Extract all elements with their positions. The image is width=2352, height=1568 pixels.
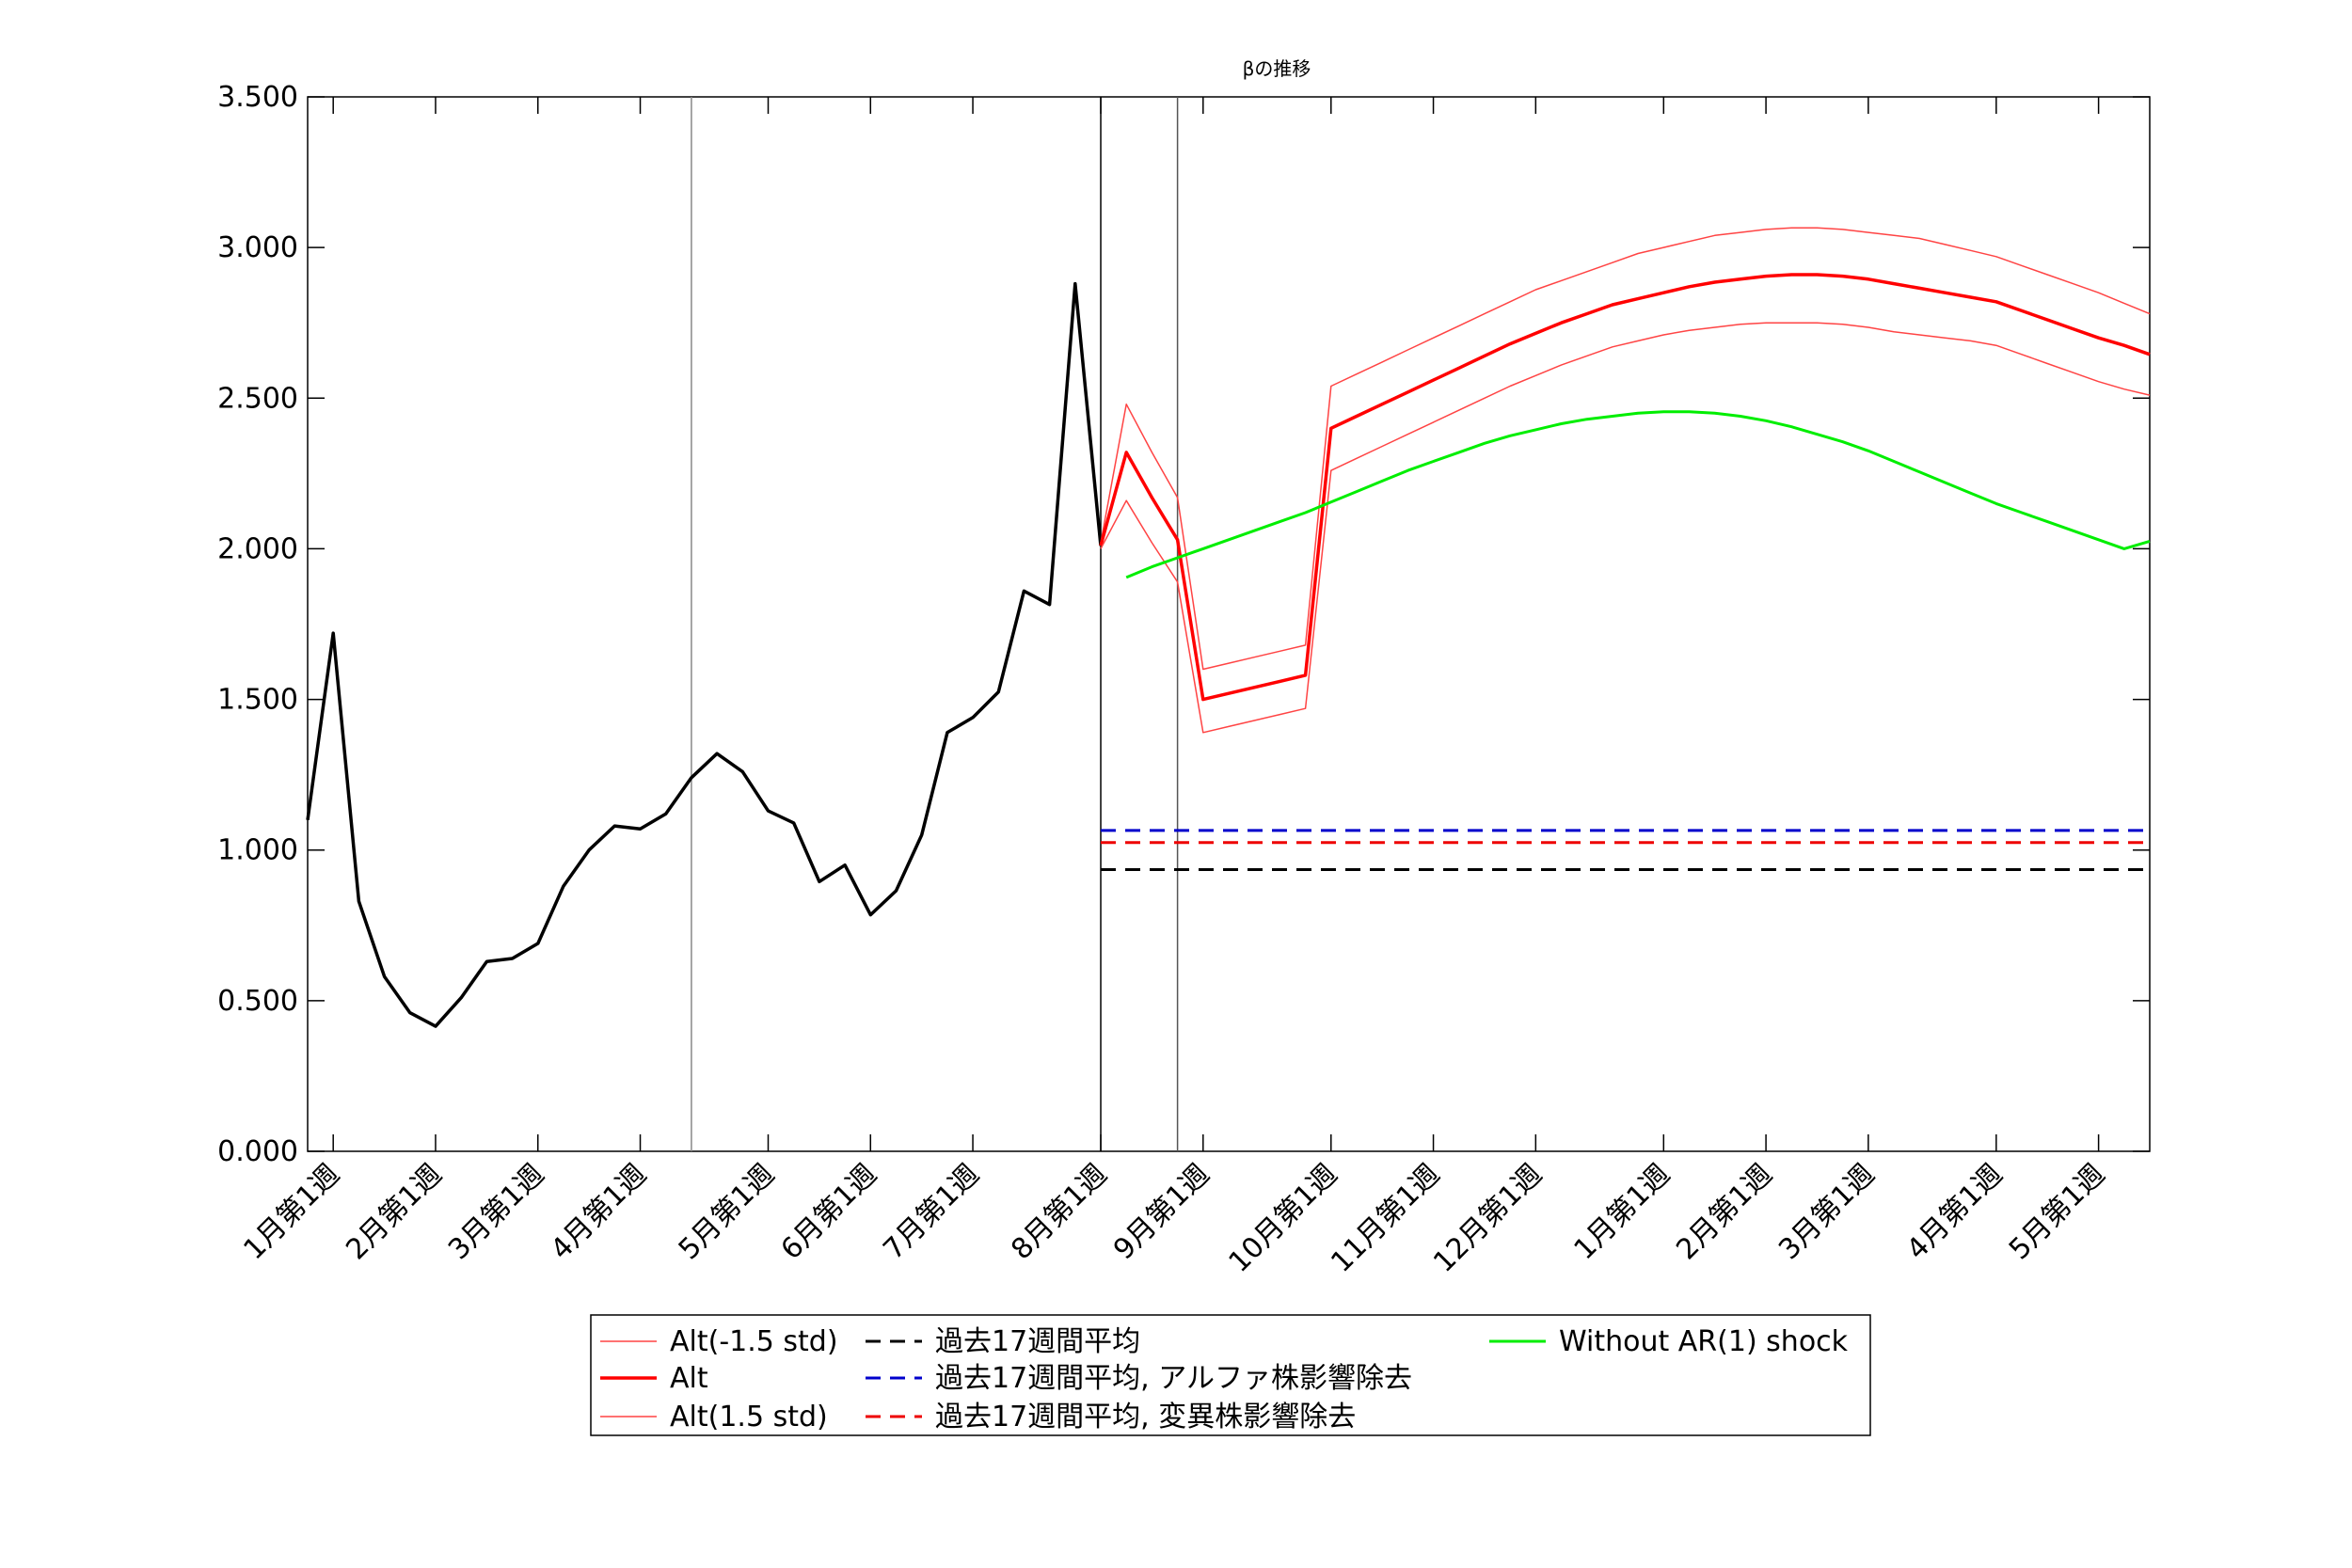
y-tick-label: 0.000	[217, 1135, 298, 1168]
y-tick-label: 3.500	[217, 81, 298, 114]
x-tick-label: 5月第1週	[673, 1158, 781, 1266]
y-tick-label: 3.000	[217, 231, 298, 264]
x-tick-label: 8月第1週	[1005, 1158, 1113, 1266]
x-tick-label: 10月第1週	[1223, 1158, 1344, 1279]
plot-frame	[307, 96, 2151, 1152]
legend-label: 過去17週間平均, アルファ株影響除去	[935, 1362, 1412, 1395]
series-line-history	[306, 281, 1103, 1028]
y-tick-label: 1.500	[217, 684, 298, 717]
legend-label: Alt(1.5 std)	[670, 1401, 828, 1433]
x-tick-label: 5月第1週	[2003, 1158, 2111, 1266]
plot-area: 0.000 0.500 1.000 1.500 2.000 2.500 3.000 3.500…	[217, 81, 2151, 1279]
chart-title: βの推移	[1243, 57, 1311, 80]
x-tick-label: 6月第1週	[775, 1158, 883, 1266]
series-line-without_ar	[1125, 410, 2151, 579]
x-tick-label: 4月第1週	[1900, 1158, 2009, 1266]
legend-label: Alt	[670, 1362, 708, 1395]
y-tick-label: 1.000	[217, 834, 298, 867]
x-tick-label: 2月第1週	[340, 1158, 448, 1266]
legend-label: 過去17週間平均, 変異株影響除去	[935, 1401, 1356, 1433]
x-tick-label: 7月第1週	[877, 1158, 985, 1266]
legend-label: Without AR(1) shock	[1559, 1325, 1849, 1358]
x-tick-label: 1月第1週	[1568, 1158, 1677, 1266]
y-tick-label: 2.500	[217, 382, 298, 415]
legend-box	[590, 1314, 1871, 1436]
x-tick-label: 2月第1週	[1670, 1158, 1778, 1266]
x-tick-label: 3月第1週	[1772, 1158, 1881, 1266]
legend: Alt(-1.5 std) Alt Alt(1.5 std) 過去17週間平均過去17…	[590, 1314, 1871, 1436]
x-tick-label: 1月第1週	[237, 1158, 345, 1266]
series-line-alt_minus	[1100, 227, 2151, 671]
series-line-alt	[1099, 273, 2151, 702]
series-line-alt_plus	[1100, 322, 2151, 734]
y-tick-label: 0.500	[217, 985, 298, 1018]
x-tick-label: 12月第1週	[1427, 1158, 1549, 1279]
legend-label: 過去17週間平均	[935, 1325, 1140, 1358]
x-tick-label: 9月第1週	[1107, 1158, 1216, 1266]
legend-label: Alt(-1.5 std)	[670, 1325, 838, 1358]
y-tick-label: 2.000	[217, 532, 298, 565]
x-tick-label: 3月第1週	[442, 1158, 550, 1266]
x-tick-label: 4月第1週	[545, 1158, 653, 1266]
x-tick-label: 11月第1週	[1325, 1158, 1446, 1279]
